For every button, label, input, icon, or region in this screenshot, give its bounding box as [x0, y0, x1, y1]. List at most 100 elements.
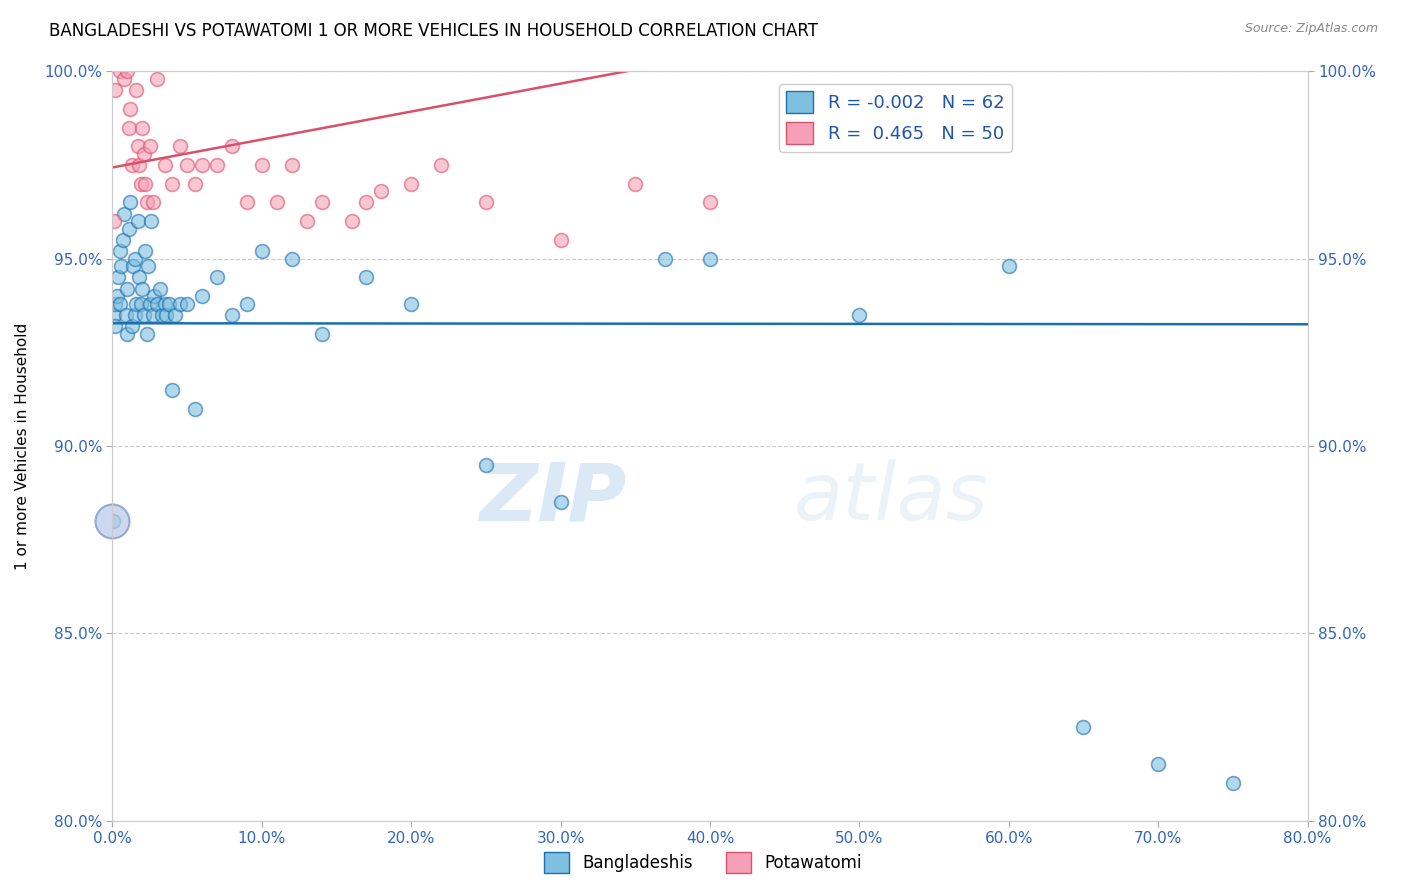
Point [266, 195, 288, 210]
Point [998, 259, 1021, 273]
Point [104, 319, 127, 334]
Point [118, 120, 141, 135]
Point [356, 195, 378, 210]
Point [131, 282, 153, 296]
Point [124, 308, 146, 322]
Point [120, 102, 142, 116]
Point [430, 158, 453, 172]
Point [146, 71, 169, 86]
Point [139, 139, 162, 153]
Point [191, 289, 214, 303]
Point [236, 195, 259, 210]
Point [121, 158, 143, 172]
Point [104, 296, 127, 310]
Point [475, 195, 498, 210]
Point [699, 195, 721, 210]
Point [191, 158, 214, 172]
Point [176, 158, 198, 172]
Point [143, 289, 166, 303]
Point [115, 308, 138, 322]
Legend: R = -0.002   N = 62, R =  0.465   N = 50: R = -0.002 N = 62, R = 0.465 N = 50 [779, 84, 1012, 152]
Text: BANGLADESHI VS POTAWATOMI 1 OR MORE VEHICLES IN HOUSEHOLD CORRELATION CHART: BANGLADESHI VS POTAWATOMI 1 OR MORE VEHI… [49, 22, 818, 40]
Point [311, 326, 333, 341]
Point [340, 214, 363, 228]
Point [475, 458, 498, 472]
Point [118, 221, 141, 235]
Point [107, 45, 129, 60]
Point [114, 71, 135, 86]
Point [103, 308, 125, 322]
Point [699, 252, 721, 266]
Point [117, 64, 139, 78]
Point [132, 146, 155, 161]
Point [129, 296, 152, 310]
Point [124, 34, 146, 48]
Point [105, 289, 128, 303]
Point [110, 53, 132, 67]
Point [155, 308, 177, 322]
Point [105, 57, 128, 71]
Text: atlas: atlas [793, 459, 988, 538]
Point [108, 296, 131, 310]
Point [370, 184, 392, 198]
Point [1222, 776, 1244, 790]
Point [169, 139, 191, 153]
Point [183, 177, 205, 191]
Point [401, 296, 423, 310]
Point [108, 64, 131, 78]
Point [150, 308, 173, 322]
Point [110, 259, 132, 273]
Point [131, 120, 153, 135]
Point [124, 252, 146, 266]
Point [205, 158, 228, 172]
Point [103, 214, 125, 228]
Point [125, 83, 148, 97]
Point [165, 308, 187, 322]
Point [356, 270, 378, 285]
Point [117, 326, 139, 341]
Point [149, 282, 172, 296]
Point [108, 244, 131, 259]
Point [183, 401, 205, 416]
Legend: Bangladeshis, Potawatomi: Bangladeshis, Potawatomi [537, 846, 869, 880]
Point [157, 296, 180, 310]
Point [142, 308, 165, 322]
Point [103, 514, 125, 528]
Point [281, 158, 304, 172]
Point [401, 177, 423, 191]
Point [117, 282, 139, 296]
Point [139, 296, 162, 310]
Point [311, 195, 333, 210]
Point [125, 296, 148, 310]
Point [122, 45, 145, 60]
Point [132, 308, 155, 322]
Y-axis label: 1 or more Vehicles in Household: 1 or more Vehicles in Household [15, 322, 30, 570]
Point [169, 296, 191, 310]
Point [141, 214, 163, 228]
Point [281, 252, 304, 266]
Point [134, 244, 156, 259]
Point [122, 259, 145, 273]
Point [550, 495, 572, 509]
Point [101, 514, 124, 528]
Point [153, 158, 176, 172]
Point [654, 252, 676, 266]
Point [121, 319, 143, 334]
Point [848, 308, 870, 322]
Point [236, 296, 259, 310]
Point [221, 139, 243, 153]
Point [205, 270, 228, 285]
Point [127, 139, 149, 153]
Point [120, 195, 142, 210]
Point [162, 383, 183, 397]
Point [1147, 757, 1170, 772]
Point [550, 233, 572, 247]
Point [128, 270, 150, 285]
Point [162, 177, 183, 191]
Point [146, 296, 169, 310]
Point [107, 270, 129, 285]
Point [138, 259, 160, 273]
Point [111, 45, 134, 60]
Point [149, 45, 172, 60]
Point [127, 214, 149, 228]
